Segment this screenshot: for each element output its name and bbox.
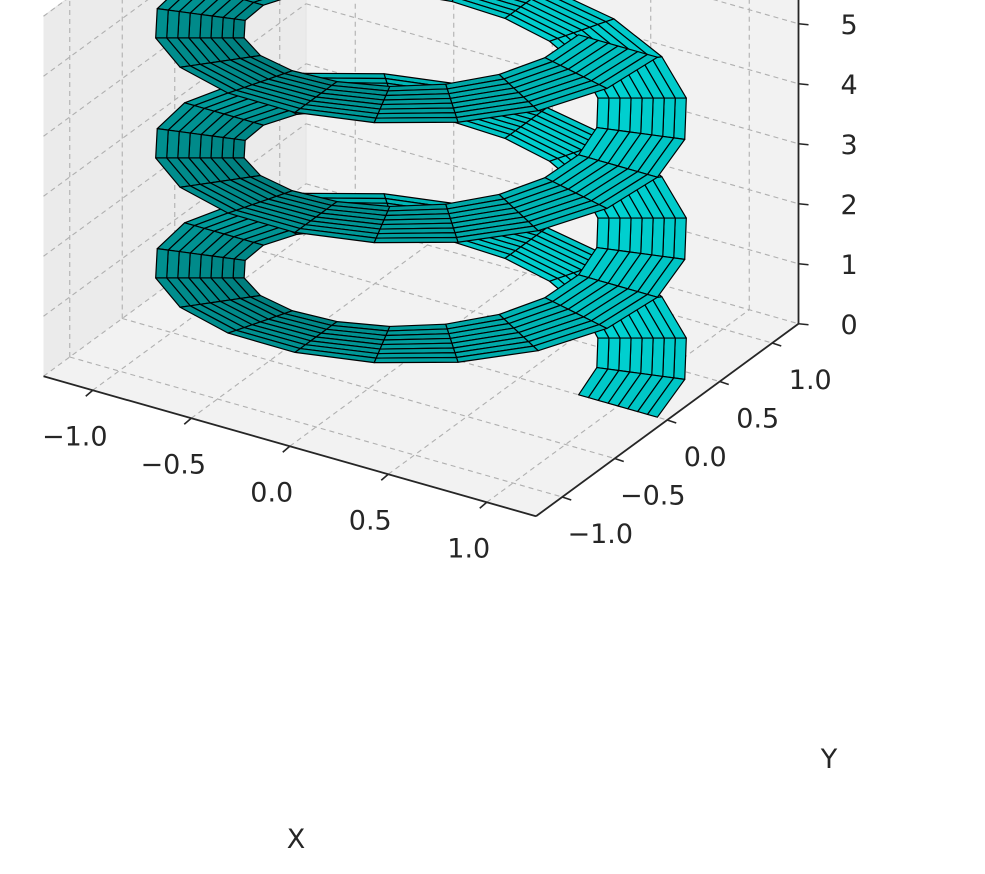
grid-line xyxy=(43,123,307,317)
x-tick-label: 1.0 xyxy=(447,533,490,564)
surface-facet xyxy=(232,258,246,279)
surface-facet xyxy=(618,337,632,373)
tick-mark xyxy=(479,501,488,509)
surface-facet xyxy=(629,97,643,135)
surface-facet xyxy=(188,252,202,279)
surface-facet xyxy=(618,97,632,133)
surface-facet xyxy=(177,250,191,279)
tick-mark xyxy=(771,342,782,347)
tick-mark xyxy=(561,496,572,501)
surface-facet xyxy=(188,132,202,159)
grid-line xyxy=(43,3,307,197)
surface-facet xyxy=(155,128,169,159)
surface-facet xyxy=(662,217,676,259)
surface-facet xyxy=(640,337,654,376)
y-tick-label: 0.0 xyxy=(684,442,727,473)
tick-mark xyxy=(85,389,94,397)
surface-facet xyxy=(640,97,654,136)
z-tick-label: 2 xyxy=(841,190,858,221)
surface-facet xyxy=(618,217,632,253)
surface-facet xyxy=(629,217,643,255)
x-tick-label: −0.5 xyxy=(140,449,206,480)
surface-facet xyxy=(166,249,180,279)
tick-mark xyxy=(798,82,809,86)
surface-facet xyxy=(210,15,224,39)
surface-facet xyxy=(166,129,180,159)
surface-facet xyxy=(607,337,621,372)
tick-mark xyxy=(666,419,677,424)
surface-facet xyxy=(199,133,213,159)
y-tick-label: 0.5 xyxy=(736,404,779,435)
surface-facet xyxy=(651,217,665,258)
y-tick-label: −1.0 xyxy=(567,519,633,550)
surface-facet xyxy=(439,0,454,3)
z-tick-label: 0 xyxy=(841,310,858,341)
surface-facet xyxy=(662,337,676,379)
tick-mark xyxy=(719,380,730,386)
surface-facet xyxy=(177,10,191,39)
z-tick-label: 1 xyxy=(841,250,858,281)
surface-facet xyxy=(373,116,459,124)
grid-line xyxy=(69,356,563,498)
tick-mark xyxy=(798,202,809,206)
surface-facet xyxy=(673,217,687,260)
grid-line xyxy=(712,0,799,25)
surface-facet xyxy=(607,97,621,132)
tick-mark xyxy=(614,457,625,463)
surface-facet xyxy=(596,337,610,370)
surface-facet xyxy=(640,217,654,256)
grid-line xyxy=(43,0,149,77)
surface-facet xyxy=(373,356,459,364)
surface-facet xyxy=(607,217,621,252)
y-tick-label: 1.0 xyxy=(789,365,832,396)
surface-facet xyxy=(210,135,224,159)
tick-mark xyxy=(798,322,809,326)
x-axis-label: X xyxy=(287,824,306,855)
tick-mark xyxy=(380,473,389,481)
surface-facet xyxy=(221,136,235,159)
z-tick-label: 4 xyxy=(841,70,858,101)
surface-facet xyxy=(155,8,169,39)
surface-facet xyxy=(232,18,246,39)
x-tick-label: 0.0 xyxy=(250,477,293,508)
surface-facet xyxy=(166,9,180,39)
surface-facet xyxy=(596,217,610,250)
x-tick-label: 0.5 xyxy=(349,505,392,536)
y-axis-label: Y xyxy=(820,744,838,775)
surface-facet xyxy=(199,13,213,39)
tick-mark xyxy=(798,22,809,26)
surface-facet xyxy=(232,138,246,159)
surface-facet xyxy=(651,337,665,378)
z-tick-label: 3 xyxy=(841,130,858,161)
x-tick-label: −1.0 xyxy=(42,421,108,452)
surface-facet xyxy=(673,97,687,140)
surface-facet xyxy=(673,337,687,380)
surface-facet xyxy=(596,97,610,130)
surface-facet xyxy=(646,377,686,418)
surface-facet xyxy=(221,256,235,279)
surface-facet xyxy=(177,130,191,159)
tick-mark xyxy=(798,262,809,266)
helix-surface xyxy=(155,0,687,418)
surface-facet xyxy=(188,12,202,39)
tick-mark xyxy=(183,417,192,425)
surface-facet xyxy=(629,337,643,375)
surface-facet xyxy=(373,236,459,244)
surface-facet xyxy=(221,16,235,39)
surface-facet xyxy=(210,255,224,279)
z-tick-label: 5 xyxy=(841,10,858,41)
surface-facet xyxy=(155,248,169,279)
grid-line xyxy=(122,317,615,460)
tick-mark xyxy=(282,445,291,453)
tick-mark xyxy=(798,142,809,146)
surface-facet xyxy=(199,253,213,279)
surface-facet xyxy=(662,97,676,139)
y-tick-label: −0.5 xyxy=(620,481,686,512)
surface-facet xyxy=(651,97,665,138)
tick-labels: −1.0 −0.5 0.0 0.5 1.0 −1.0 −0.5 0.0 0.5 1.0 0 1 2 3 4 5… xyxy=(42,10,858,565)
